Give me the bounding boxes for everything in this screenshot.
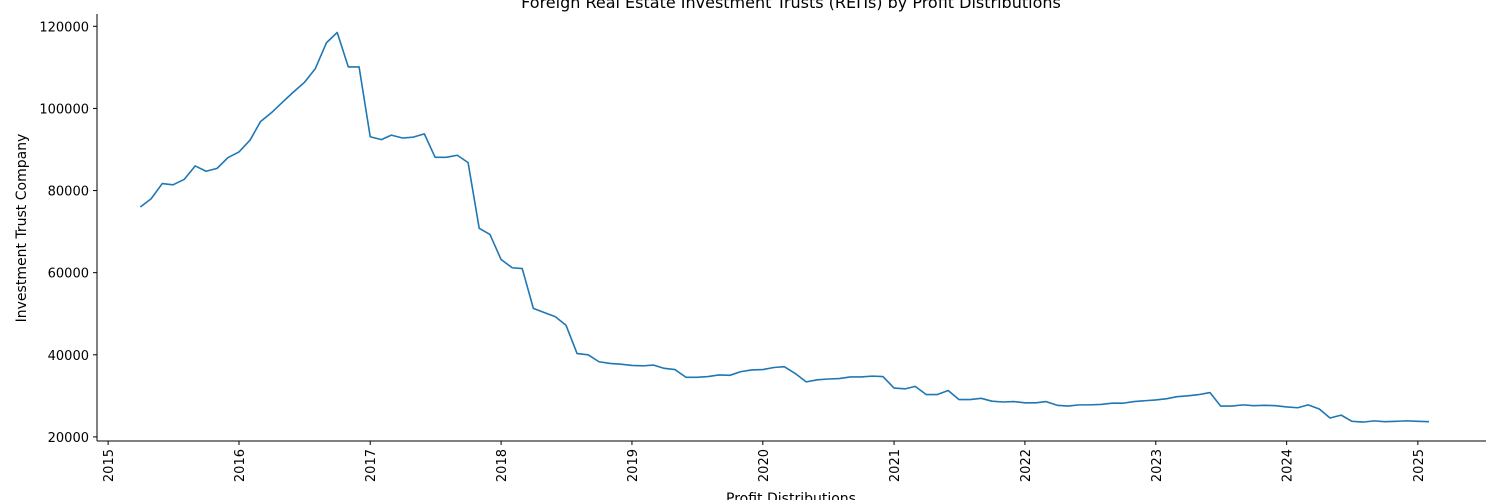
y-tick-label: 40000 [48,349,89,364]
x-tick-label: 2018 [495,449,510,482]
x-tick-label: 2023 [1150,449,1165,482]
y-tick-label: 120000 [39,20,89,35]
y-tick-label: 100000 [39,102,89,117]
y-axis-title: Investment Trust Company [14,134,30,323]
y-tick-label: 20000 [48,431,89,446]
x-tick-label: 2017 [364,449,379,482]
x-tick-label: 2022 [1019,449,1034,482]
y-tick-label: 80000 [48,185,89,200]
x-tick-label: 2015 [102,449,117,482]
series-line [139,31,1430,423]
x-axis: 2015 2016 2017 2018 2019 2020 2021 2022 2023 2024… [97,440,1486,482]
x-tick-label: 2019 [626,449,641,482]
x-axis-title: Profit Distributions [726,491,856,500]
y-tick-label: 60000 [48,267,89,282]
x-tick-label: 2024 [1281,449,1296,482]
x-tick-label: 2016 [233,449,248,482]
x-tick-label: 2021 [888,449,903,482]
series-layer [139,31,1430,423]
chart-title: Foreign Real Estate Investment Trusts (R… [521,0,1061,12]
x-tick-label: 2025 [1412,449,1427,482]
x-tick-label: 2020 [757,449,772,482]
y-axis: 20000 40000 60000 80000 100000 120000 [39,14,98,446]
